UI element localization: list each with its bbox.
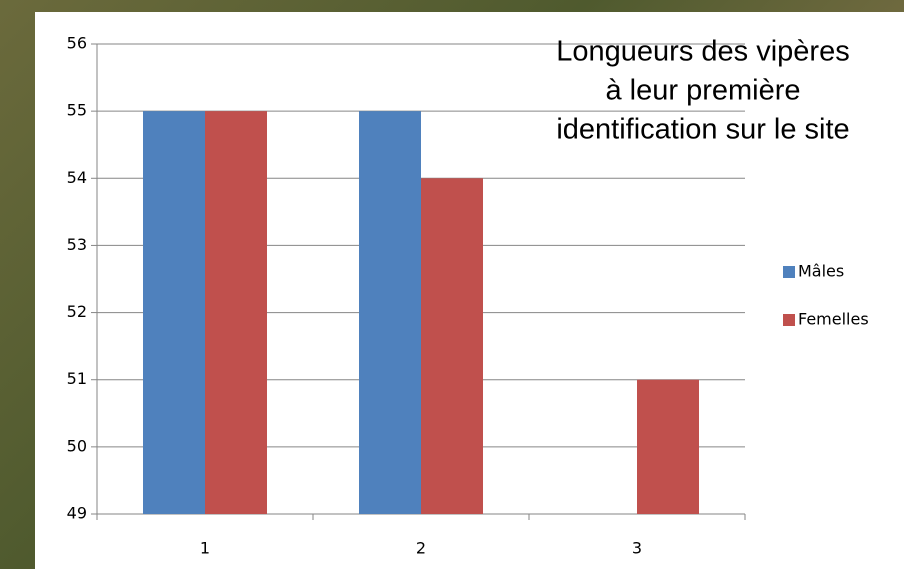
legend-label: Femelles — [798, 310, 869, 329]
legend-swatch — [783, 266, 795, 278]
x-tick-label: 3 — [632, 539, 642, 558]
bar — [421, 178, 483, 515]
x-tick-label: 2 — [416, 539, 426, 558]
chart-title: Longueurs des vipères — [556, 36, 849, 68]
y-tick-label: 54 — [67, 168, 87, 187]
y-tick-label: 50 — [67, 436, 87, 455]
y-tick-label: 49 — [67, 504, 87, 523]
legend-label: Mâles — [798, 262, 844, 281]
bar — [143, 111, 205, 515]
chart-title: à leur première — [605, 75, 800, 107]
y-tick-label: 51 — [67, 369, 87, 388]
y-tick-label: 56 — [67, 34, 87, 53]
bar — [637, 379, 699, 514]
bar — [205, 111, 267, 515]
y-tick-label: 53 — [67, 235, 87, 254]
x-tick-label: 1 — [200, 539, 210, 558]
chart-title: identification sur le site — [556, 114, 849, 146]
legend-swatch — [783, 314, 795, 326]
y-tick-label: 52 — [67, 302, 87, 321]
y-tick-label: 55 — [67, 101, 87, 120]
bar — [359, 111, 421, 515]
